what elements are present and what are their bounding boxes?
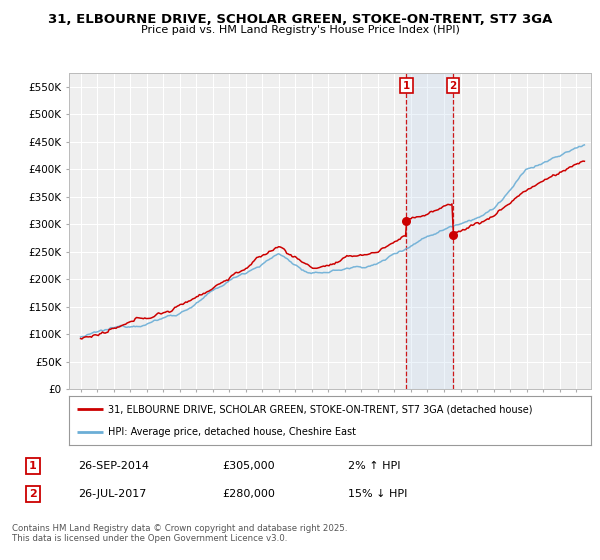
Point (448, 231, 458, 240)
Text: 2% ↑ HPI: 2% ↑ HPI (348, 461, 401, 471)
Text: 26-JUL-2017: 26-JUL-2017 (78, 489, 146, 499)
Text: 31, ELBOURNE DRIVE, SCHOLAR GREEN, STOKE-ON-TRENT, ST7 3GA (detached house): 31, ELBOURNE DRIVE, SCHOLAR GREEN, STOKE… (108, 404, 533, 414)
Text: £305,000: £305,000 (222, 461, 275, 471)
Text: 1: 1 (403, 81, 410, 91)
Text: £280,000: £280,000 (222, 489, 275, 499)
Text: HPI: Average price, detached house, Cheshire East: HPI: Average price, detached house, Ches… (108, 427, 356, 437)
Text: 2: 2 (29, 489, 37, 499)
Text: Price paid vs. HM Land Registry's House Price Index (HPI): Price paid vs. HM Land Registry's House … (140, 25, 460, 35)
Text: 2: 2 (449, 81, 457, 91)
Text: 31, ELBOURNE DRIVE, SCHOLAR GREEN, STOKE-ON-TRENT, ST7 3GA: 31, ELBOURNE DRIVE, SCHOLAR GREEN, STOKE… (48, 13, 552, 26)
Text: 1: 1 (29, 461, 37, 471)
Bar (406, 73, 453, 389)
Text: 15% ↓ HPI: 15% ↓ HPI (348, 489, 407, 499)
Text: Contains HM Land Registry data © Crown copyright and database right 2025.
This d: Contains HM Land Registry data © Crown c… (12, 524, 347, 543)
Point (401, 217, 411, 226)
Text: 26-SEP-2014: 26-SEP-2014 (78, 461, 149, 471)
